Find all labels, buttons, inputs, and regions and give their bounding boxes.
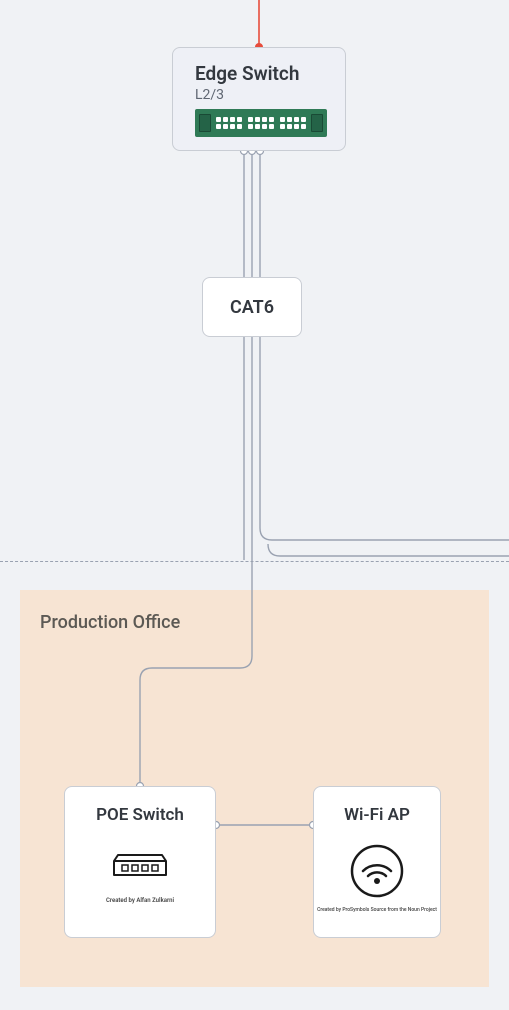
wifi-credit: Created by ProSymbols Source from the No… — [317, 907, 437, 913]
node-wifi-ap[interactable]: Wi-Fi AP Created by ProSymbols Source fr… — [313, 786, 441, 938]
diagram-canvas: Production Office Edge Switch L2/3 — [0, 0, 509, 1010]
zone-divider — [0, 561, 509, 562]
edge-switch-title: Edge Switch — [195, 62, 327, 85]
region-title: Production Office — [40, 612, 469, 633]
cat6-label: CAT6 — [230, 297, 274, 318]
edge-branch-right-1 — [260, 337, 509, 540]
poe-label: POE Switch — [96, 805, 184, 825]
edge-switch-subtitle: L2/3 — [195, 87, 327, 103]
wifi-label: Wi-Fi AP — [344, 805, 410, 825]
wifi-ap-icon — [349, 843, 405, 899]
node-cat6[interactable]: CAT6 — [202, 277, 302, 337]
switch-icon — [195, 109, 327, 137]
node-edge-switch[interactable]: Edge Switch L2/3 — [172, 47, 346, 151]
poe-credit: Created by Alfan Zulkarni — [106, 897, 174, 904]
switch-device-icon — [110, 853, 170, 879]
node-poe-switch[interactable]: POE Switch Created by Alfan Zulkarni — [64, 786, 216, 938]
edge-branch-right-2 — [268, 544, 509, 556]
